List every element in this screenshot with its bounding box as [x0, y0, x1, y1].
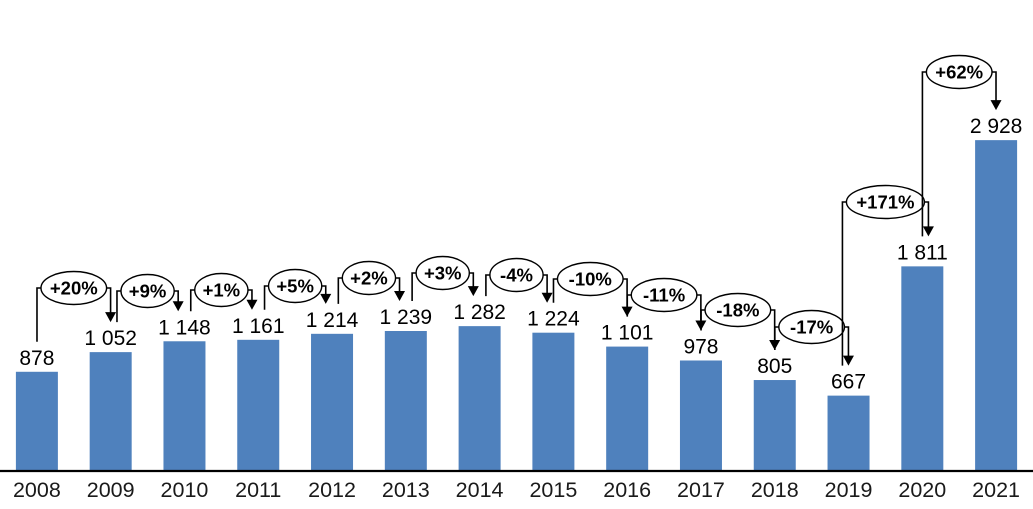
x-axis-label-2019: 2019 [825, 478, 873, 502]
annotation-2012-2013-ellipse [341, 260, 397, 296]
annotation-2018-2019-down-arrow-icon [842, 355, 854, 366]
annotation-2010-2011-down-arrow-icon [246, 299, 258, 310]
bar-2011 [237, 339, 280, 471]
annotation-2017-2018-ellipse [704, 292, 772, 328]
value-label-2016: 1 101 [601, 322, 654, 345]
x-axis-label-2021: 2021 [972, 478, 1020, 502]
value-label-2017: 978 [683, 335, 718, 358]
x-axis-label-2017: 2017 [677, 478, 725, 502]
annotation-2018-2019-ellipse [778, 309, 846, 345]
bar-2016 [606, 346, 649, 471]
annotation-2012-2013-down-arrow-icon [394, 290, 406, 301]
annotation-2013-2014-label: +3% [424, 263, 462, 284]
bar-2017 [679, 360, 722, 471]
annotation-2013-2014-down-arrow-icon [467, 286, 479, 297]
value-label-2020: 1 811 [897, 241, 948, 264]
annotation-2019-2020-label: +171% [856, 192, 914, 213]
bar-2010 [163, 341, 206, 471]
annotation-2020-2021-label: +62% [935, 62, 983, 83]
annotation-2008-2009-down-arrow-icon [105, 312, 117, 323]
bar-2015 [532, 332, 575, 471]
x-axis-label-2008: 2008 [13, 478, 61, 502]
annotation-2011-2012-ellipse [267, 268, 323, 304]
annotation-2020-2021-ellipse [925, 54, 993, 90]
annotation-2009-2010-down-arrow-icon [172, 301, 184, 312]
value-label-2013: 1 239 [380, 306, 433, 329]
value-label-2021: 2 928 [970, 115, 1023, 138]
x-axis-label-2013: 2013 [382, 478, 430, 502]
annotation-2015-2016-ellipse [556, 261, 624, 297]
annotation-2014-2015-label: -4% [500, 265, 533, 286]
annotation-2019-2020-left-connector-line [841, 201, 852, 366]
annotation-2009-2010-label: +9% [129, 281, 167, 302]
x-axis-label-2015: 2015 [529, 478, 577, 502]
value-label-2011: 1 161 [232, 315, 285, 338]
bar-2018 [753, 380, 796, 471]
annotation-2012-2013-label: +2% [350, 268, 388, 289]
value-label-2010: 1 148 [158, 316, 211, 339]
bar-2013 [384, 330, 427, 471]
bar-2014 [458, 326, 501, 471]
annotation-2013-2014-ellipse [415, 255, 471, 291]
value-label-2008: 878 [19, 347, 54, 370]
annotation-2008-2009-ellipse [40, 270, 108, 306]
annotation-2011-2012-down-arrow-icon [320, 293, 332, 304]
x-axis-label-2010: 2010 [161, 478, 209, 502]
annotation-2008-2009-label: +20% [50, 278, 98, 299]
x-axis-label-2018: 2018 [751, 478, 799, 502]
bar-2008 [15, 371, 58, 471]
x-axis-label-2020: 2020 [898, 478, 946, 502]
bar-2020 [901, 266, 944, 471]
annotation-2014-2015-ellipse [489, 257, 544, 293]
x-axis-label-2014: 2014 [456, 478, 504, 502]
x-axis-label-2012: 2012 [308, 478, 356, 502]
annotation-2018-2019-label: -17% [790, 317, 833, 338]
annotation-2014-2015-down-arrow-icon [541, 292, 553, 303]
annotation-2015-2016-label: -10% [569, 269, 612, 290]
annotation-2019-2020-ellipse [845, 184, 926, 220]
value-label-2015: 1 224 [527, 308, 580, 331]
bar-2019 [827, 395, 870, 471]
bar-2012 [311, 333, 354, 471]
annotation-2010-2011-ellipse [194, 272, 249, 308]
x-axis-label-2009: 2009 [87, 478, 135, 502]
annotation-2016-2017-ellipse [630, 277, 698, 313]
annotation-2011-2012-label: +5% [276, 276, 314, 297]
x-axis-label-2016: 2016 [603, 478, 651, 502]
bar-2009 [89, 352, 132, 471]
annotation-2020-2021-down-arrow-icon [990, 100, 1002, 111]
annotation-2009-2010-ellipse [120, 273, 175, 309]
annotation-2020-2021-left-connector-line [921, 71, 932, 237]
value-label-2019: 667 [831, 371, 866, 394]
bar-2021 [975, 140, 1018, 472]
value-label-2018: 805 [757, 355, 792, 378]
annotation-2017-2018-label: -18% [716, 300, 759, 321]
annotation-2010-2011-label: +1% [203, 280, 241, 301]
value-label-2009: 1 052 [84, 327, 137, 350]
value-label-2014: 1 282 [453, 301, 506, 324]
x-axis-label-2011: 2011 [235, 478, 281, 502]
annotation-2016-2017-label: -11% [643, 285, 685, 306]
annotation-2019-2020-down-arrow-icon [922, 226, 934, 237]
value-label-2012: 1 214 [306, 309, 359, 332]
